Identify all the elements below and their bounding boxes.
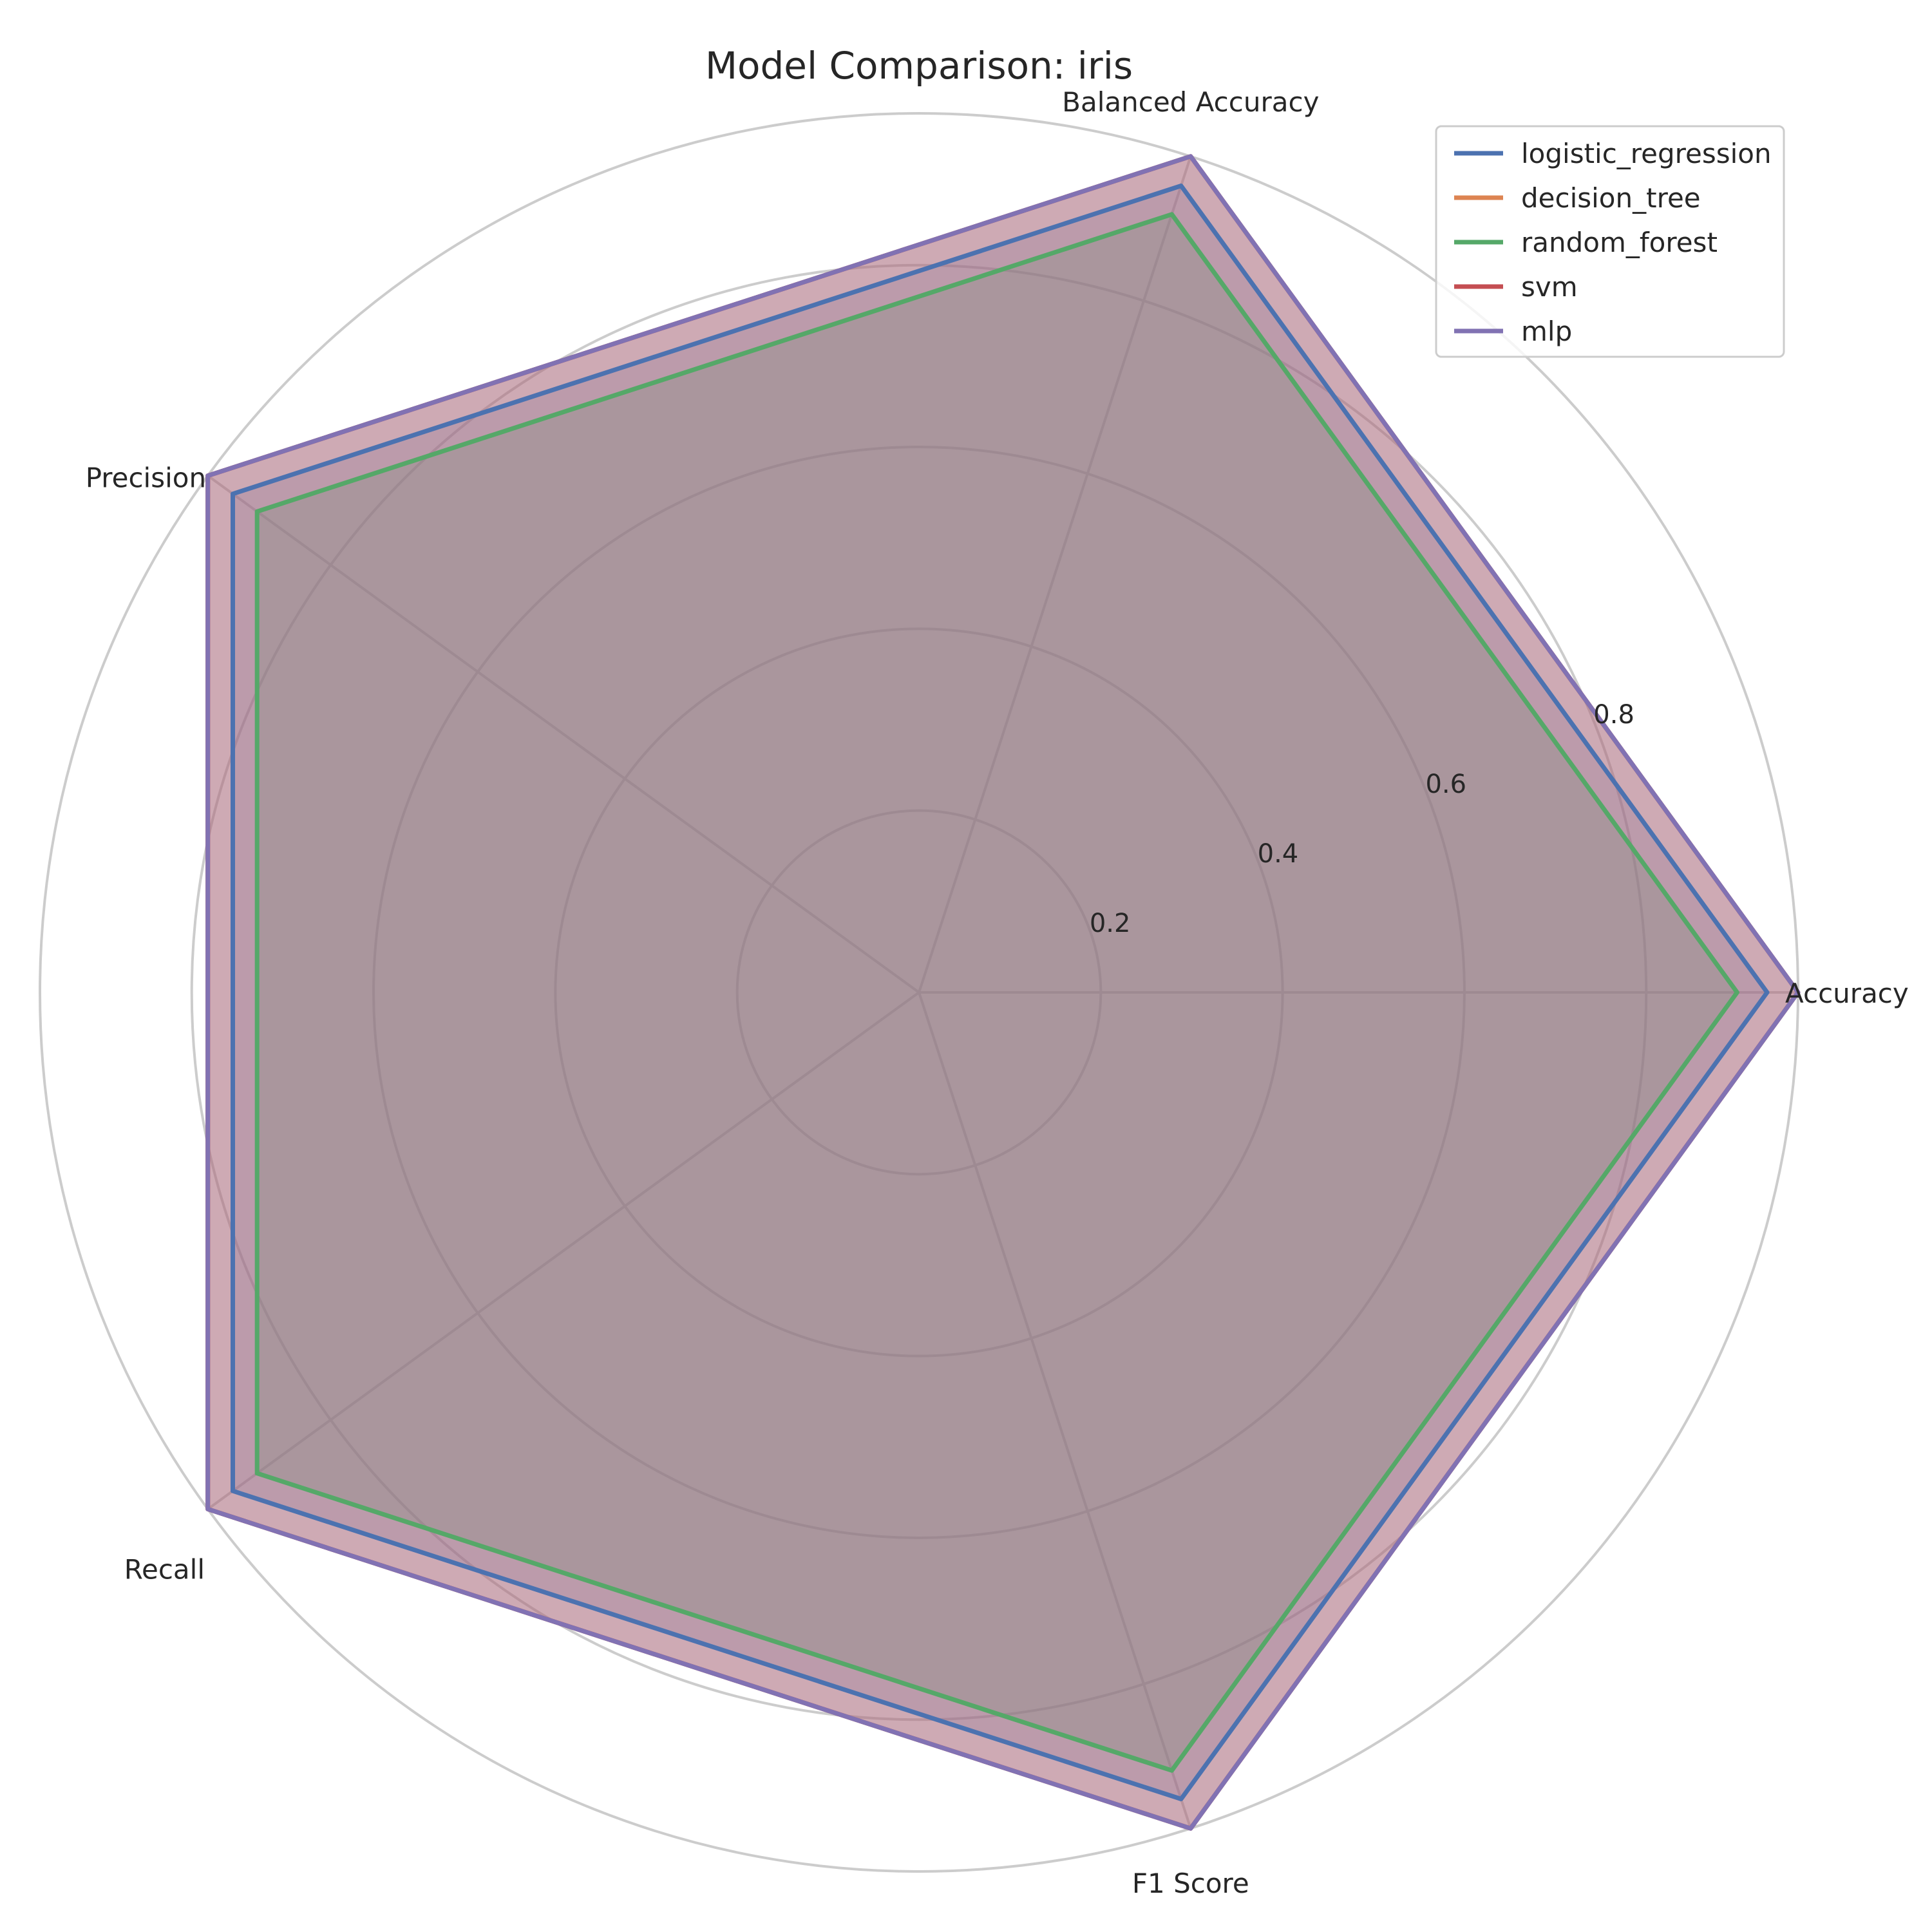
legend-label: random_forest — [1521, 227, 1718, 258]
axis-label-f1-score: F1 Score — [1132, 1868, 1249, 1899]
legend: logistic_regression decision_tree random_f… — [1435, 125, 1785, 358]
series-line-logistic-regression — [231, 184, 1770, 1801]
r-tick-label: 0.8 — [1593, 700, 1634, 730]
series-fill — [207, 156, 1799, 1829]
series-layer — [205, 154, 1801, 1831]
axis-label-accuracy: Accuracy — [1785, 978, 1909, 1009]
axis-label-recall: Recall — [124, 1553, 205, 1585]
chart-title: Model Comparison: iris — [705, 44, 1133, 88]
axis-labels: Accuracy Balanced Accuracy Precision Recall… — [86, 86, 1909, 1899]
axis-label-balanced-accuracy: Balanced Accuracy — [1062, 86, 1319, 118]
series-fill — [257, 214, 1738, 1771]
legend-label: mlp — [1521, 316, 1572, 347]
series-fill — [207, 156, 1799, 1829]
series-line-mlp — [205, 154, 1801, 1831]
legend-label: decision_tree — [1521, 182, 1701, 214]
r-tick-label: 0.4 — [1258, 839, 1299, 869]
axis-spoke — [918, 992, 1192, 1829]
axis-spoke — [207, 991, 920, 1510]
legend-label: logistic_regression — [1521, 138, 1772, 169]
axis-label-precision: Precision — [86, 462, 206, 494]
axis-spoke — [918, 156, 1192, 993]
series-fill — [207, 156, 1799, 1829]
r-tick-label: 0.2 — [1090, 909, 1131, 938]
axis-spoke — [207, 475, 920, 994]
series-fill — [232, 185, 1767, 1799]
series-line-random-forest — [254, 212, 1739, 1773]
r-tick-label: 0.6 — [1425, 770, 1466, 799]
legend-label: svm — [1521, 271, 1578, 303]
legend-box — [1435, 125, 1785, 358]
grid — [39, 112, 1799, 1873]
r-tick-labels: 0.2 0.4 0.6 0.8 — [1090, 700, 1634, 938]
